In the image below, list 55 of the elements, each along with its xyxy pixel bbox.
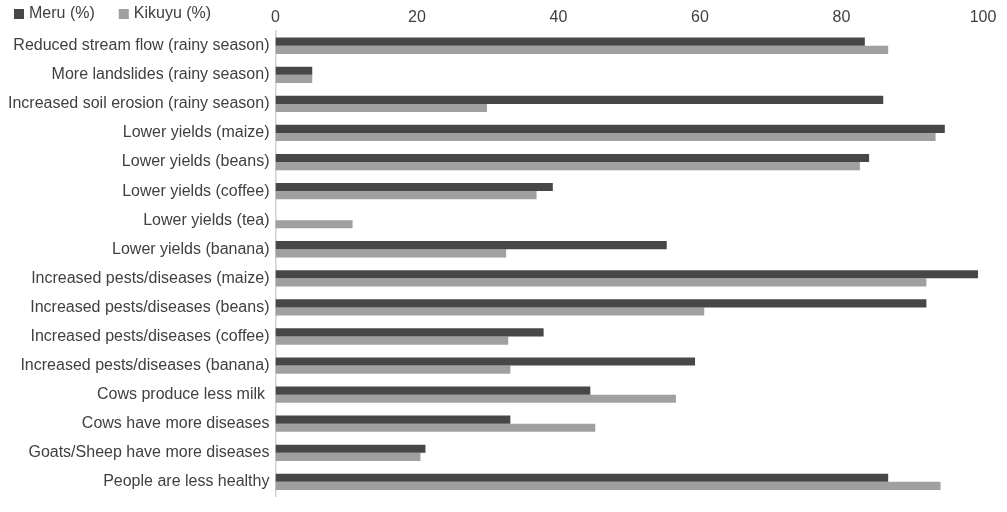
bar bbox=[275, 249, 507, 258]
x-tick-label: 40 bbox=[549, 8, 568, 26]
bar bbox=[275, 336, 509, 345]
bar bbox=[275, 328, 544, 337]
bar bbox=[275, 124, 945, 133]
bar bbox=[275, 357, 696, 366]
y-tick-label: People are less healthy bbox=[103, 472, 270, 490]
y-tick-label: Lower yields (coffee) bbox=[122, 181, 270, 199]
bar bbox=[275, 37, 865, 46]
bar bbox=[275, 423, 596, 432]
bar bbox=[275, 241, 667, 250]
y-tick-label: Cows have more diseases bbox=[81, 414, 270, 432]
bar bbox=[275, 394, 676, 403]
y-tick-label: Lower yields (tea) bbox=[143, 210, 270, 228]
bar bbox=[275, 153, 870, 163]
bar bbox=[275, 415, 511, 424]
y-tick-label: Increased pests/diseases (beans) bbox=[30, 297, 270, 315]
bar bbox=[275, 452, 421, 461]
bar bbox=[275, 299, 927, 308]
bar bbox=[275, 132, 936, 142]
bar bbox=[275, 270, 979, 279]
bar bbox=[275, 386, 591, 395]
bar bbox=[275, 95, 884, 104]
y-tick-label: Increased pests/diseases (coffee) bbox=[30, 326, 270, 344]
y-tick-label: Cows produce less milk bbox=[96, 385, 270, 403]
bar bbox=[275, 45, 889, 54]
legend-label: Meru (%) bbox=[29, 4, 95, 22]
bar bbox=[275, 444, 426, 453]
y-tick-label: Lower yields (banana) bbox=[112, 239, 270, 257]
bar bbox=[275, 307, 705, 316]
y-tick-label: Increased pests/diseases (banana) bbox=[20, 355, 270, 373]
bar bbox=[275, 162, 860, 171]
bar bbox=[275, 182, 553, 192]
y-tick-label: Reduced stream flow (rainy season) bbox=[13, 36, 270, 54]
x-tick-label: 60 bbox=[691, 8, 709, 26]
bar bbox=[275, 220, 353, 229]
x-tick-label: 80 bbox=[832, 8, 851, 26]
legend-label: Kikuyu (%) bbox=[133, 4, 212, 22]
bar bbox=[275, 191, 537, 200]
bar bbox=[275, 473, 889, 482]
bar bbox=[275, 66, 313, 75]
bar bbox=[275, 103, 488, 113]
x-tick-label: 0 bbox=[271, 8, 281, 26]
y-tick-label: Lower yields (beans) bbox=[121, 152, 270, 170]
y-tick-label: Goats/Sheep have more diseases bbox=[28, 443, 270, 461]
y-tick-label: More landslides (rainy season) bbox=[51, 65, 270, 83]
bar bbox=[275, 481, 941, 490]
bar bbox=[275, 278, 927, 287]
x-tick-label: 100 bbox=[969, 8, 997, 26]
x-tick-label: 20 bbox=[408, 8, 426, 26]
y-tick-label: Increased soil erosion (rainy season) bbox=[7, 94, 270, 112]
y-tick-label: Increased pests/diseases (maize) bbox=[31, 268, 270, 286]
bar bbox=[275, 365, 511, 374]
bar bbox=[275, 74, 313, 83]
y-tick-label: Lower yields (maize) bbox=[122, 123, 270, 141]
